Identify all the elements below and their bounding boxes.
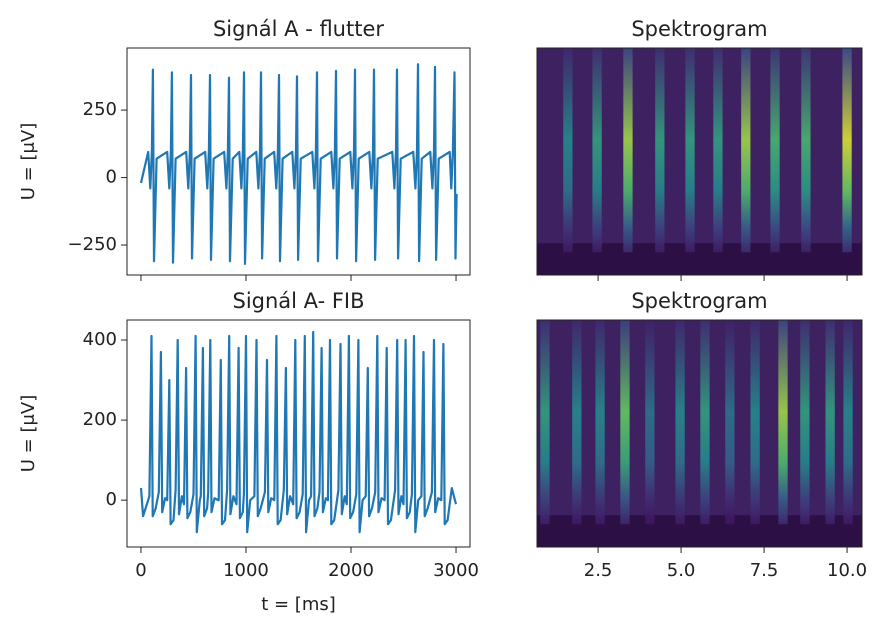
y-tick-label: 250 [83,99,117,120]
axes-frame [536,47,863,276]
x-tick-label: 2.5 [584,560,613,581]
x-tick-label: 2000 [328,560,374,581]
spectrogram-stripe [801,48,811,253]
signal-line [139,330,458,534]
spectrogram-stripe [778,320,788,525]
plot-area [139,330,458,534]
spectrogram-stripe [800,320,810,525]
y-tick-label: 200 [83,409,117,430]
y-tick-label: 0 [106,489,117,510]
spectrogram-stripe [741,48,751,253]
spectrogram-stripe [842,48,852,253]
spectrogram-stripe [675,320,685,525]
spectrogram-bg [537,48,862,275]
panel-title: Signál A - flutter [213,17,384,41]
spectrogram-stripe [750,320,760,525]
spectrogram-low [537,515,862,547]
spectrogram-stripe [825,320,835,525]
x-tick-label: 3000 [433,560,479,581]
x-axis-label: t = [ms] [261,594,336,615]
x-tick-label: 5.0 [667,560,696,581]
plot-area [537,320,862,547]
plot-area [139,63,458,265]
spectrogram-stripe [843,320,853,525]
spectrogram-stripe [563,48,573,253]
panel-title: Signál A- FIB [232,289,364,313]
spectrogram-stripe [770,48,780,253]
y-axis-label: U = [μV] [18,395,39,473]
spectrogram-stripe [595,320,605,525]
y-tick-label: −250 [68,234,117,255]
spectrogram-stripe [540,320,550,525]
x-tick-label: 7.5 [750,560,779,581]
spectrogram-low [537,243,862,275]
spectrogram-stripe [655,48,665,253]
spectrogram-stripe [700,320,710,525]
panel-title: Spektrogram [631,289,767,313]
axes-frame [126,47,471,276]
spectrogram-stripe [685,48,695,253]
spectrogram-stripe [623,48,633,253]
panel-title: Spektrogram [631,17,767,41]
signal-line [139,63,458,265]
x-tick-label: 10.0 [827,560,867,581]
spectrogram-stripe [620,320,630,525]
spectrogram-stripe [713,48,723,253]
y-tick-label: 0 [106,167,117,188]
plot-area [537,48,862,275]
spectrogram-stripe [572,320,582,525]
axes-frame [126,319,471,548]
spectrogram-stripe [592,48,602,253]
x-tick-label: 1000 [223,560,269,581]
y-axis-label: U = [μV] [18,123,39,201]
spectrogram-stripe [725,320,735,525]
axes-frame [536,319,863,548]
spectrogram-stripe [645,320,655,525]
x-tick-label: 0 [135,560,146,581]
y-tick-label: 400 [83,329,117,350]
spectrogram-bg [537,320,862,547]
